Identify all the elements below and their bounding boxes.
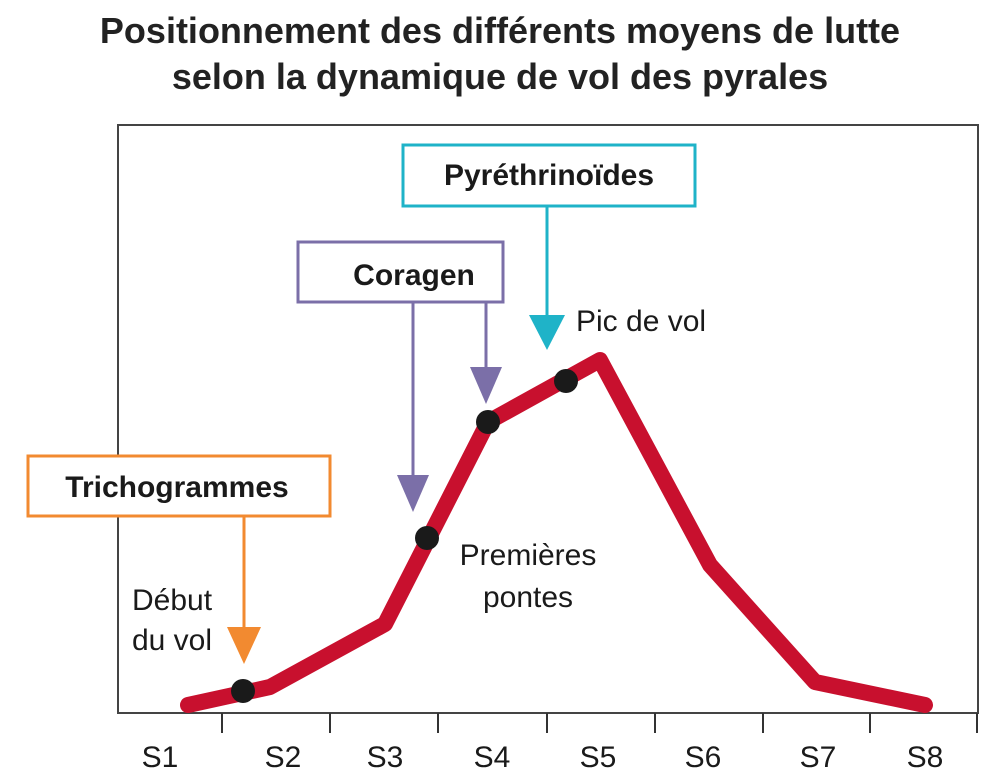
x-axis-labels: S1 S2 S3 S4 S5 S6 S7 S8: [142, 741, 944, 774]
coragen-box: [296, 240, 505, 304]
chart-title-line-1: Positionnement des différents moyens de …: [99, 10, 901, 51]
pyrethrinoides-box: [401, 143, 697, 208]
coragen-point: [476, 410, 500, 434]
coragen-arrow-head-right: [470, 367, 502, 404]
week-label-s1: S1: [142, 741, 179, 774]
pyrethrinoides-arrow-head: [529, 315, 565, 350]
week-label-s5: S5: [580, 741, 617, 774]
week-label-s4: S4: [474, 741, 511, 774]
week-label-s3: S3: [367, 741, 404, 774]
week-label-s6: S6: [685, 741, 722, 774]
flight-curve: [180, 352, 933, 713]
pyrethrinoides-label: Pyréthrinoïdes: [444, 159, 654, 192]
debut-du-vol-label-line-1: Début: [132, 584, 213, 617]
chart-title-line-2: selon la dynamique de vol des pyrales: [171, 56, 829, 97]
trichogrammes-arrow-head: [227, 627, 261, 664]
debut-du-vol-label-line-2: du vol: [132, 624, 212, 657]
week-label-s2: S2: [265, 741, 302, 774]
trichogrammes-box: [26, 454, 332, 518]
premieres-pontes-label-line-2: pontes: [483, 581, 573, 614]
premieres-pontes-point: [415, 526, 439, 550]
pic-de-vol-point: [554, 369, 578, 393]
week-label-s7: S7: [800, 741, 837, 774]
debut-du-vol-point: [231, 679, 255, 703]
x-axis-ticks: [221, 713, 978, 733]
trichogrammes-label: Trichogrammes: [65, 471, 288, 504]
coragen-arrow-head-left: [397, 475, 429, 512]
premieres-pontes-label-line-1: Premières: [460, 539, 597, 572]
coragen-label: Coragen: [353, 259, 475, 292]
week-label-s8: S8: [907, 741, 944, 774]
pic-de-vol-label: Pic de vol: [576, 305, 706, 338]
